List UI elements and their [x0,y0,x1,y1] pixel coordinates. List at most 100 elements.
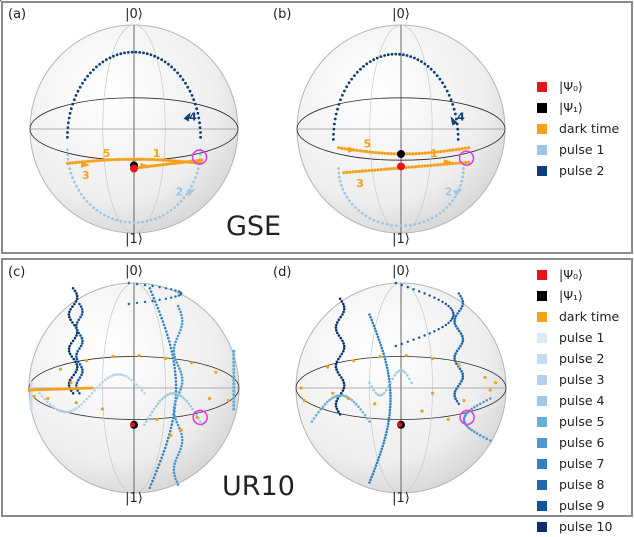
pulse10-trajectory-d [337,318,341,322]
pulse7-trajectory-c [174,376,177,380]
pulse7-trajectory-d [375,461,379,465]
pulse7-trajectory-c [157,310,161,313]
pulse8-trajectory-d [461,372,464,376]
pulse9-trajectory-c [79,305,83,308]
arrow-b [348,146,358,153]
bloch-sphere-a: 4 5 1 3 2 4 5 1 3 2 [0,0,507,494]
pulse7-trajectory-d [389,402,392,406]
pulse7-trajectory-d [373,327,377,330]
dark-time-trajectory-b [436,150,440,154]
pulse10-trajectory-c [75,368,79,371]
pulse7-trajectory-d [389,400,392,403]
pulse6-trajectory-c [172,471,176,475]
pulse2-trajectory-b [345,85,349,89]
pulse4-trajectory-c [181,396,185,399]
legend-ur10: |Ψ₀⟩ |Ψ₁⟩ dark time pulse 1 pulse 2 pulse 3 pu… [537,264,619,537]
pulse4-trajectory-d [399,368,403,372]
pulse4-trajectory-c [149,413,152,417]
dark-time-point-c [137,353,141,358]
pulse2-trajectory-b [452,107,456,111]
pulse7-trajectory-d [387,416,391,420]
pulse2-trajectory-c [29,402,33,406]
pulse2-trajectory-b [423,62,427,66]
pulse6-trajectory-d [470,428,474,432]
pulse1-trajectory-b [337,167,340,170]
pulse7-trajectory-c [148,486,152,490]
pulse7-trajectory-d [371,472,375,476]
pulse6-trajectory-c [174,459,177,463]
pulse6-trajectory-c [180,441,184,445]
pulse6-trajectory-c [173,414,176,418]
pulse2-trajectory-b [362,65,365,68]
pulse1-trajectory-b [453,195,457,199]
pulse6-trajectory-c [176,423,180,427]
pulse10-trajectory-c [73,323,76,327]
pulse3-trajectory-c [80,403,83,406]
pulse8-trajectory-d [453,357,456,360]
pulse4-trajectory-c [164,394,167,398]
dark-time-trajectory-b [354,170,358,174]
pulse9-trajectory-d [418,336,421,339]
pulse8-trajectory-c [177,290,180,293]
pulse10-trajectory-d [335,323,338,327]
pulse4-trajectory-d [372,388,376,392]
pulse2-trajectory-b [447,93,451,97]
pulse9-trajectory-c [80,308,84,311]
pulse8-trajectory-c [174,295,177,298]
dark-time-trajectory-b [429,163,433,167]
pulse4-trajectory-c [160,398,164,401]
highlight-ring-b [458,150,475,166]
pulse9-trajectory-c [75,355,78,358]
dark-time-trajectory-b [408,152,412,156]
pulse9-trajectory-d [437,298,440,301]
pulse6-trajectory-d [478,434,482,437]
pulse2-trajectory-a [184,81,187,85]
dark-time-trajectory-b [457,147,461,151]
legend-item: pulse 8 [537,474,619,495]
pulse1-trajectory-b [341,188,345,191]
pulse8-trajectory-d [460,297,464,300]
legend-label: |Ψ₀⟩ [559,79,583,94]
legend-item: |Ψ₁⟩ [537,97,619,118]
pulse7-trajectory-d [383,358,387,361]
pulse10-trajectory-d [335,360,339,364]
pulse8-trajectory-d [456,384,460,388]
dark-time-trajectory-b [360,169,365,173]
pulse1-trajectory-a [194,176,197,180]
dark-time-trajectory-a [184,160,188,164]
pulse8-trajectory-d [461,334,464,338]
pulse7-trajectory-d [378,341,382,344]
pulse8-trajectory-c [174,289,177,292]
dark-time-trajectory-a [155,163,159,167]
dark-time-trajectory-a [163,162,167,166]
pulse10-trajectory-c [71,305,74,308]
pulse1-trajectory-b [422,220,426,224]
pulse4-trajectory-c [145,420,148,423]
pulse9-trajectory-d [412,338,415,341]
pulse9-trajectory-d [428,294,431,297]
pulse6-trajectory-c [180,432,183,436]
dark-time-trajectory-b [337,146,341,150]
dark-time-trajectory-a [112,158,116,162]
pulse1-trajectory-a [77,188,81,192]
pulse10-trajectory-d [342,342,345,345]
pulse2-trajectory-a [145,52,149,56]
pulse1-trajectory-a [79,192,83,196]
pulse5-trajectory-d [317,411,320,414]
pulse9-trajectory-d [433,330,436,333]
dark-time-point-d [302,399,306,403]
dark-time-trajectory-c [86,386,90,390]
pulse7-trajectory-d [381,444,385,448]
pulse9-trajectory-d [394,344,397,348]
dark-time-trajectory-b [448,148,452,152]
pulse3-trajectory-c [143,392,146,395]
pulse8-trajectory-d [461,302,465,305]
pulse2-trajectory-b [390,52,394,56]
pulse2-trajectory-b [449,98,453,102]
pulse3-trajectory-c [114,373,117,376]
pulse2-trajectory-a [176,71,180,75]
pulse10-trajectory-d [338,413,342,416]
pulse7-trajectory-d [379,450,383,454]
pulse1-trajectory-a [165,211,169,215]
pulse7-trajectory-c [167,436,170,440]
